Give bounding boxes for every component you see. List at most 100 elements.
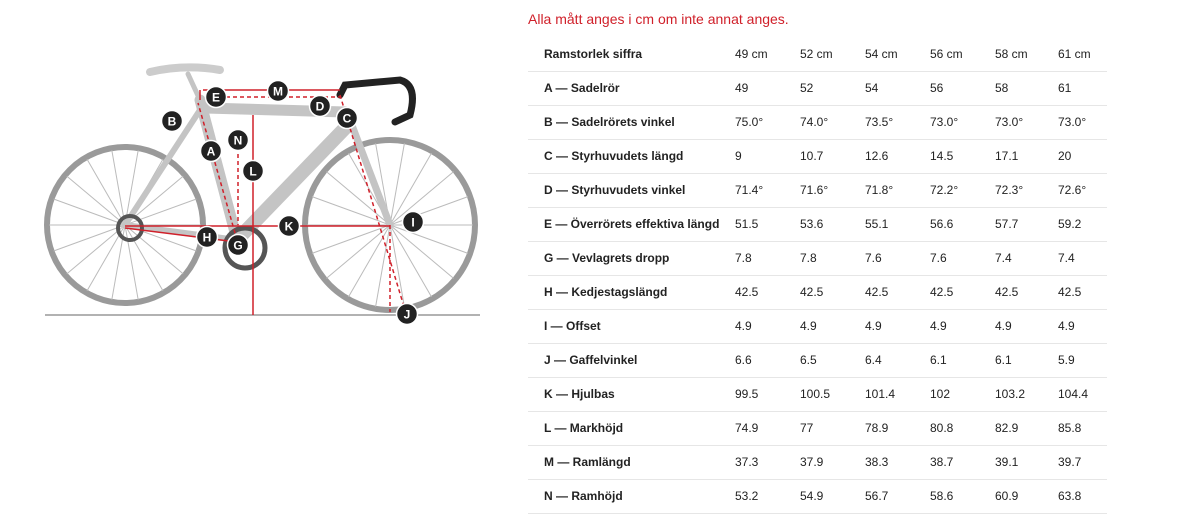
spoke <box>66 175 126 226</box>
spoke <box>124 224 164 292</box>
spoke <box>124 150 139 226</box>
cell: 57.7 <box>995 217 1019 231</box>
cell: 37.3 <box>735 455 759 469</box>
row-label: I — Offset <box>544 319 601 333</box>
cell: 7.6 <box>930 251 947 265</box>
cell: 75.0° <box>735 115 764 129</box>
table-row: A — Sadelrör 49 52 54 56 58 61 <box>528 72 1107 106</box>
cell: 58 <box>995 81 1009 95</box>
cell: 42.5 <box>865 285 889 299</box>
row-label: J — Gaffelvinkel <box>544 353 638 367</box>
spoke <box>86 158 126 226</box>
cell: 63.8 <box>1058 489 1082 503</box>
spoke <box>389 224 432 298</box>
spoke <box>389 224 454 279</box>
cell: 101.4 <box>865 387 896 401</box>
cell: 78.9 <box>865 421 889 435</box>
label-letter: C <box>343 112 352 126</box>
label-badge <box>241 159 265 183</box>
cell: 54.9 <box>800 489 824 503</box>
row-label: K — Hjulbas <box>544 387 615 401</box>
label-badge <box>226 233 250 257</box>
spoke <box>124 224 139 300</box>
cell: 42.5 <box>1058 285 1082 299</box>
cell: 56.7 <box>865 489 889 503</box>
cell: 73.0° <box>930 115 959 129</box>
cell: 104.4 <box>1058 387 1089 401</box>
cell: 103.2 <box>995 387 1026 401</box>
cell: 61 cm <box>1058 47 1091 61</box>
label-badge <box>199 139 223 163</box>
cell: 60.9 <box>995 489 1019 503</box>
cell: 38.3 <box>865 455 889 469</box>
label-letter: H <box>203 231 212 245</box>
cell: 82.9 <box>995 421 1019 435</box>
row-label: M — Ramlängd <box>544 455 631 469</box>
label-badge <box>277 214 301 238</box>
cell: 58.6 <box>930 489 954 503</box>
rear-wheel <box>44 144 206 306</box>
cell: 53.2 <box>735 489 759 503</box>
table-row: G — Vevlagrets dropp 7.8 7.8 7.6 7.6 7.4 7.4 <box>528 242 1107 276</box>
spoke <box>389 224 405 307</box>
label-letter: B <box>168 115 177 129</box>
cell: 7.6 <box>865 251 882 265</box>
row-label: L — Markhöjd <box>544 421 624 435</box>
cell: 59.2 <box>1058 217 1082 231</box>
row-label: N — Ramhöjd <box>544 489 623 503</box>
row-label: G — Vevlagrets dropp <box>544 251 670 265</box>
cell: 100.5 <box>800 387 831 401</box>
cell: 4.9 <box>1058 319 1075 333</box>
cell: 4.9 <box>735 319 752 333</box>
label-badge <box>401 210 425 234</box>
label-letter: A <box>207 145 216 159</box>
row-label: D — Styrhuvudets vinkel <box>544 183 686 197</box>
table-row: N — Ramhöjd 53.2 54.9 56.7 58.6 60.9 63.8 <box>528 480 1107 514</box>
note: Alla mått anges i cm om inte annat anges… <box>528 11 789 27</box>
spoke <box>53 224 126 252</box>
cell: 14.5 <box>930 149 954 163</box>
cell: 6.5 <box>800 353 817 367</box>
spoke <box>111 150 126 226</box>
table-row: D — Styrhuvudets vinkel 71.4° 71.6° 71.8° 72… <box>528 174 1107 208</box>
diagram-labels: M E D C B N A L K I H G J <box>160 79 425 326</box>
cell: 71.4° <box>735 183 764 197</box>
label-letter: G <box>233 239 242 253</box>
cell: 71.8° <box>865 183 894 197</box>
spoke <box>389 171 454 226</box>
spoke <box>326 224 391 279</box>
cell: 74.0° <box>800 115 829 129</box>
cell: 58 cm <box>995 47 1028 61</box>
label-badge <box>308 94 332 118</box>
label-badge <box>204 85 228 109</box>
spoke <box>389 224 469 254</box>
cell: 42.5 <box>735 285 759 299</box>
cell: 42.5 <box>995 285 1019 299</box>
spoke <box>311 224 391 254</box>
cell: 39.1 <box>995 455 1019 469</box>
spoke <box>311 196 391 226</box>
cell: 6.1 <box>995 353 1012 367</box>
label-badge <box>160 109 184 133</box>
cell: 6.6 <box>735 353 752 367</box>
frame <box>116 63 416 271</box>
label-badge <box>395 302 419 326</box>
cell: 4.9 <box>930 319 947 333</box>
label-letter: I <box>411 216 414 230</box>
row-label: B — Sadelrörets vinkel <box>544 115 675 129</box>
cell: 54 cm <box>865 47 898 61</box>
cell: 99.5 <box>735 387 759 401</box>
spoke <box>66 224 126 275</box>
header-row: Ramstorlek siffra 49 cm 52 cm 54 cm 56 cm 58 … <box>528 38 1107 72</box>
cell: 55.1 <box>865 217 889 231</box>
cell: 54 <box>865 81 879 95</box>
row-label: Ramstorlek siffra <box>544 47 643 61</box>
cell: 7.8 <box>800 251 817 265</box>
cell: 10.7 <box>800 149 824 163</box>
cell: 56 cm <box>930 47 963 61</box>
table-row: I — Offset 4.9 4.9 4.9 4.9 4.9 4.9 <box>528 310 1107 344</box>
label-letter: E <box>212 91 220 105</box>
label-letter: J <box>404 308 411 322</box>
cell: 61 <box>1058 81 1072 95</box>
table-row: K — Hjulbas 99.5 100.5 101.4 102 103.2 104.4 <box>528 378 1107 412</box>
